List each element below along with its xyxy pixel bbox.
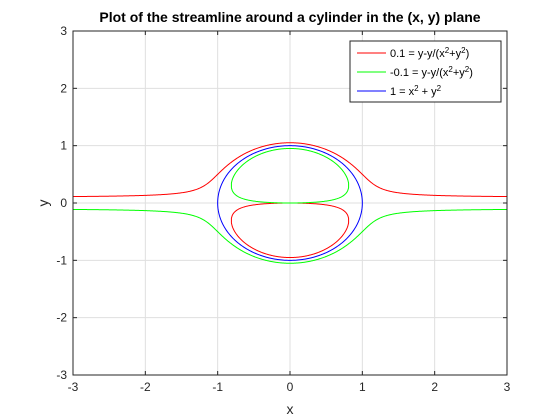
y-tick-label-6: 3	[60, 24, 67, 38]
series-1-streamline-1	[73, 142, 507, 198]
x-tick-label-1: -2	[140, 380, 151, 394]
y-tick-label-0: -3	[56, 368, 67, 382]
y-tick-label-5: 2	[60, 81, 67, 95]
x-tick-label-4: 1	[359, 380, 366, 394]
legend-entry-series-2: -0.1 = y-y/(x2+y2)	[390, 65, 473, 80]
x-tick-label-2: -1	[212, 380, 223, 394]
series-2-streamline-1	[73, 208, 507, 264]
y-axis-label: y	[35, 200, 51, 207]
x-tick-label-5: 2	[431, 380, 438, 394]
x-tick-label-6: 3	[504, 380, 511, 394]
y-tick-label-4: 1	[60, 139, 67, 153]
legend-entry-series-3: 1 = x2 + y2	[390, 84, 442, 99]
curves	[73, 142, 507, 264]
series-1-streamline-2	[230, 202, 350, 259]
series-2-streamline-2	[230, 147, 350, 204]
ticks: -3 -2 -1 0 1 2 3 -3 -2 -1 0 1 2 3	[56, 24, 510, 394]
chart-title: Plot of the streamline around a cylinder…	[99, 9, 480, 25]
x-axis-label: x	[287, 401, 294, 417]
y-tick-label-3: 0	[60, 196, 67, 210]
legend: 0.1 = y-y/(x2+y2) -0.1 = y-y/(x2+y2) 1 =…	[349, 40, 502, 103]
y-tick-label-1: -2	[56, 311, 67, 325]
x-tick-label-0: -3	[68, 380, 79, 394]
legend-entry-series-1: 0.1 = y-y/(x2+y2)	[390, 46, 469, 61]
y-tick-label-2: -1	[56, 253, 67, 267]
series-3-cylinder-circle	[217, 145, 363, 261]
x-tick-label-3: 0	[287, 380, 294, 394]
